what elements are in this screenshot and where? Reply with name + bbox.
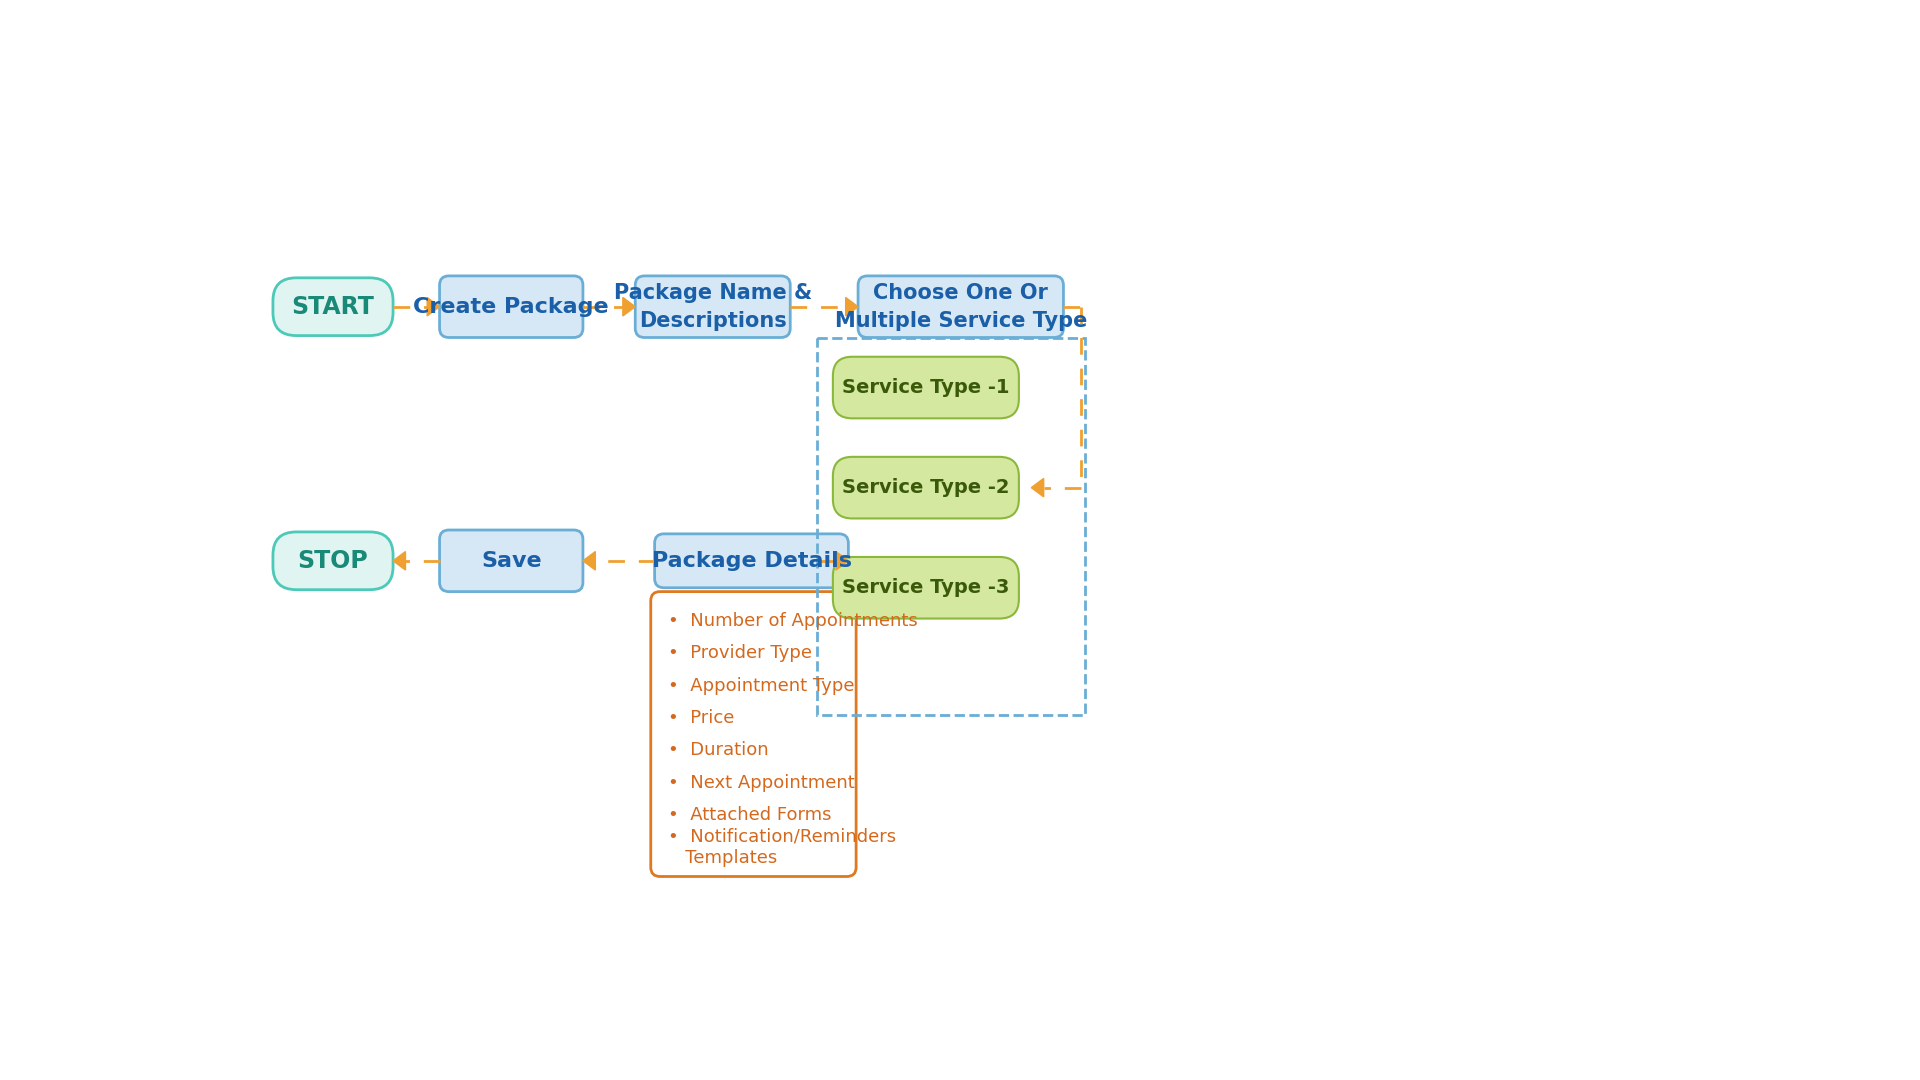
Text: •  Next Appointment: • Next Appointment [668,773,854,792]
Text: •  Appointment Type: • Appointment Type [668,676,854,694]
Text: •  Provider Type: • Provider Type [668,644,812,662]
FancyBboxPatch shape [833,356,1020,418]
Text: Save: Save [480,551,541,571]
Text: •  Number of Appointments: • Number of Appointments [668,612,918,630]
Text: •  Notification/Reminders
   Templates: • Notification/Reminders Templates [668,828,897,866]
Text: START: START [292,295,374,319]
Text: Package Details: Package Details [651,551,851,571]
FancyBboxPatch shape [858,275,1064,337]
FancyBboxPatch shape [651,592,856,877]
Text: •  Duration: • Duration [668,741,768,759]
FancyBboxPatch shape [440,530,584,592]
FancyBboxPatch shape [273,532,394,590]
Polygon shape [1031,478,1044,497]
Polygon shape [394,552,405,570]
Polygon shape [584,552,595,570]
FancyBboxPatch shape [655,534,849,588]
Polygon shape [835,552,849,570]
FancyBboxPatch shape [833,557,1020,619]
Text: Service Type -2: Service Type -2 [843,478,1010,497]
Text: Create Package: Create Package [413,297,609,316]
FancyBboxPatch shape [440,275,584,337]
Text: Service Type -3: Service Type -3 [843,578,1010,597]
FancyBboxPatch shape [833,457,1020,518]
Polygon shape [622,297,636,316]
Text: Service Type -1: Service Type -1 [843,378,1010,397]
FancyBboxPatch shape [636,275,791,337]
Text: Choose One Or
Multiple Service Type: Choose One Or Multiple Service Type [835,283,1087,330]
Polygon shape [845,297,858,316]
Text: •  Price: • Price [668,708,733,727]
Text: Package Name &
Descriptions: Package Name & Descriptions [614,283,812,330]
Text: STOP: STOP [298,549,369,572]
Polygon shape [426,297,440,316]
Text: •  Attached Forms: • Attached Forms [668,806,831,824]
FancyBboxPatch shape [273,278,394,336]
